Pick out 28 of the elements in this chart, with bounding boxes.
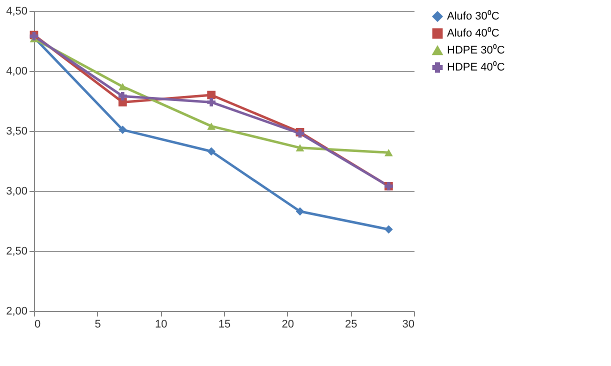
point <box>118 126 127 134</box>
y-tick-label: 3,50 <box>6 126 28 138</box>
legend-label: HDPE 30⁰C <box>447 44 505 56</box>
point <box>384 148 393 156</box>
y-tick-label: 2,00 <box>6 306 28 318</box>
y-tick-label: 2,50 <box>6 246 28 258</box>
legend-label: HDPE 40⁰C <box>447 60 505 74</box>
legend-label: Alufo 30⁰C <box>447 10 500 22</box>
y-tick-label: 3,00 <box>6 186 28 198</box>
point <box>118 82 127 90</box>
point <box>207 122 216 130</box>
x-tick-label: 15 <box>218 318 231 330</box>
point <box>207 90 216 100</box>
x-tick-label: 30 <box>402 318 414 330</box>
x-tick-label: 25 <box>345 318 358 330</box>
x-tick-label: 5 <box>94 318 101 330</box>
point <box>384 225 393 234</box>
point <box>118 92 127 100</box>
point <box>207 98 216 106</box>
x-tick-label: 10 <box>155 318 168 330</box>
x-tick-label: 20 <box>282 318 294 330</box>
point <box>207 147 216 156</box>
y-tick-label: 4,00 <box>6 66 28 78</box>
y-tick-label: 4,50 <box>6 6 28 18</box>
point <box>296 207 304 216</box>
legend-label: Alufo 40⁰C <box>447 26 500 40</box>
x-tick-label: 0 <box>34 318 41 330</box>
point <box>296 144 304 152</box>
